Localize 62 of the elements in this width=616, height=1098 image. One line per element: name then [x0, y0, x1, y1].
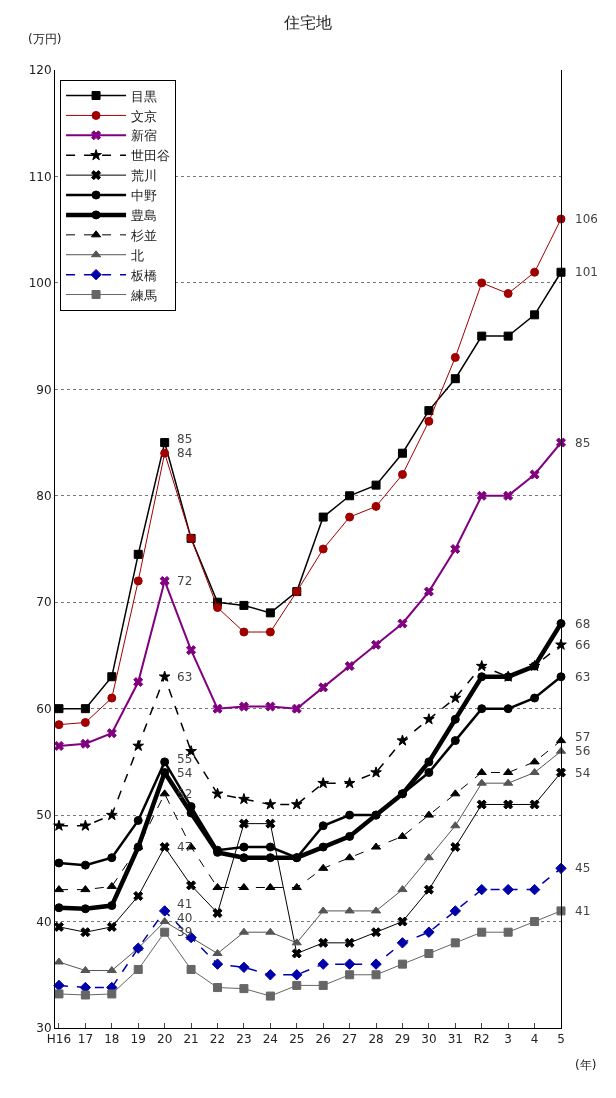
y-axis-title: (万円): [28, 32, 62, 46]
y-tick-label: 50: [36, 808, 52, 823]
data-label: 63: [575, 670, 591, 684]
x-tick-label: 18: [104, 1032, 120, 1047]
legend-label: 世田谷: [131, 148, 171, 164]
data-label: 55: [177, 752, 193, 766]
data-label: 54: [575, 766, 591, 780]
y-tick-label: 80: [36, 488, 52, 503]
data-label: 106: [575, 212, 598, 226]
x-tick-label: 26: [315, 1032, 331, 1047]
legend-label: 文京: [131, 108, 158, 124]
y-tick-label: 60: [36, 701, 52, 716]
data-label: 45: [575, 861, 591, 875]
legend-label: 目黒: [131, 88, 158, 104]
y-tick-label: 90: [36, 382, 52, 397]
x-tick-label: R2: [473, 1032, 490, 1047]
y-tick-label: 40: [36, 914, 52, 929]
data-label: 85: [177, 432, 193, 446]
x-tick-label: 17: [77, 1032, 94, 1047]
legend-label: 北: [131, 247, 145, 263]
legend-label: 中野: [131, 188, 158, 204]
y-tick-label: 100: [28, 276, 52, 291]
data-label: 85: [575, 436, 591, 450]
x-tick-label: 20: [157, 1032, 173, 1047]
data-label: 54: [177, 766, 193, 780]
data-label: 41: [177, 897, 193, 911]
legend-label: 杉並: [130, 227, 158, 243]
data-label: 72: [177, 574, 193, 588]
y-tick-label: 120: [28, 63, 52, 78]
x-tick-label: 28: [368, 1032, 384, 1047]
legend-label: 練馬: [130, 287, 158, 303]
x-tick-label: 27: [341, 1032, 358, 1047]
data-label: 101: [575, 265, 598, 279]
x-tick-label: 3: [504, 1032, 512, 1047]
legend-label: 新宿: [131, 128, 158, 144]
data-label: 63: [177, 670, 193, 684]
x-tick-label: 4: [530, 1032, 539, 1047]
x-tick-label: 24: [262, 1032, 278, 1047]
data-label: 68: [575, 617, 591, 631]
data-label: 41: [575, 904, 591, 918]
x-axis-title: (年): [575, 1058, 597, 1072]
legend-label: 荒川: [131, 168, 158, 184]
x-tick-label: 21: [183, 1032, 199, 1047]
x-tick-label: 19: [130, 1032, 146, 1047]
x-tick-label: 23: [236, 1032, 252, 1047]
y-tick-label: 110: [28, 169, 52, 184]
data-label: 66: [575, 638, 591, 652]
legend-label: 板橋: [130, 267, 158, 283]
x-tick-label: 31: [447, 1032, 463, 1047]
chart-title: 住宅地: [283, 12, 332, 32]
data-label: 56: [575, 744, 591, 758]
data-label: 84: [177, 446, 193, 460]
data-label: 40: [177, 911, 193, 925]
y-tick-label: 70: [36, 595, 52, 610]
x-tick-label: 29: [394, 1032, 411, 1047]
data-label: 57: [575, 730, 591, 744]
x-tick-label: 5: [557, 1032, 565, 1047]
x-tick-label: 30: [421, 1032, 437, 1047]
data-label: 47: [177, 840, 193, 854]
x-tick-label: 22: [209, 1032, 226, 1047]
x-tick-label: 25: [289, 1032, 305, 1047]
legend-label: 豊島: [131, 208, 158, 223]
